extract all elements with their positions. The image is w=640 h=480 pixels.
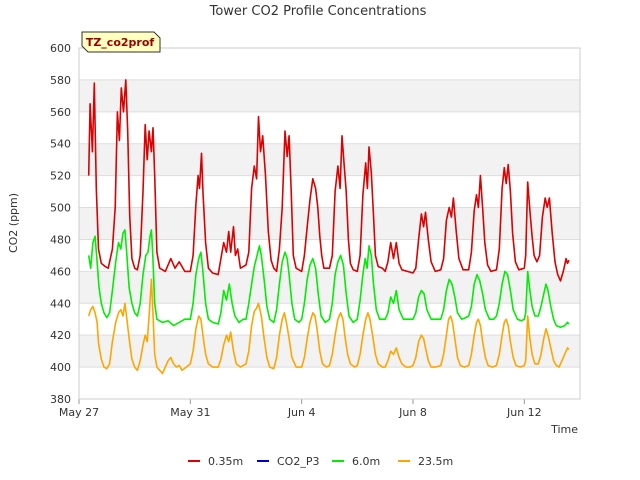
legend-label: 0.35m xyxy=(208,455,243,468)
dataset-badge: TZ_co2prof xyxy=(81,31,161,53)
y-tick-label: 440 xyxy=(50,297,71,310)
x-tick-label: Jun 8 xyxy=(398,406,427,419)
y-tick-label: 540 xyxy=(50,138,71,151)
series-line-23-5m xyxy=(87,278,570,375)
plot-frame xyxy=(78,47,581,400)
badge-label: TZ_co2prof xyxy=(86,36,155,49)
x-tick-label: Jun 12 xyxy=(506,406,542,419)
legend-item: 0.35m xyxy=(188,455,243,468)
legend-item: CO2_P3 xyxy=(257,455,319,468)
background-band xyxy=(79,143,580,176)
legend-label: CO2_P3 xyxy=(277,455,319,468)
badge-shape xyxy=(81,31,161,53)
legend: 0.35m CO2_P3 6.0m 23.5m xyxy=(188,455,453,468)
y-axis-label: CO2 (ppm) xyxy=(7,193,20,253)
legend-label: 23.5m xyxy=(418,455,453,468)
legend-item: 6.0m xyxy=(332,455,380,468)
series-line-0-35m xyxy=(87,79,570,282)
y-tick-label: 420 xyxy=(50,329,71,342)
y-tick-label: 600 xyxy=(50,42,71,55)
y-tick-label: 480 xyxy=(50,233,71,246)
y-tick-label: 560 xyxy=(50,106,71,119)
chart-title: Tower CO2 Profile Concentrations xyxy=(209,4,427,19)
background-band xyxy=(79,79,580,112)
legend-label: 6.0m xyxy=(352,455,380,468)
y-tick-label: 400 xyxy=(50,361,71,374)
y-tick-label: 520 xyxy=(50,170,71,183)
x-tick-label: Jun 4 xyxy=(287,406,316,419)
y-tick-label: 580 xyxy=(50,74,71,87)
y-tick-label: 500 xyxy=(50,202,71,215)
background-band xyxy=(79,207,580,240)
y-tick-label: 380 xyxy=(50,393,71,406)
x-tick-label: May 31 xyxy=(170,406,210,419)
series-lines xyxy=(87,79,570,375)
background-band xyxy=(79,335,580,368)
series-line-6-0m xyxy=(87,229,570,329)
background-band xyxy=(79,271,580,304)
y-axis-ticks: 380 400 420 440 460 480 500 520 540 560 580 600 xyxy=(50,42,71,406)
x-tick-label: May 27 xyxy=(59,406,99,419)
x-axis-ticks: May 27 May 31 Jun 4 Jun 8 Jun 12 xyxy=(59,399,542,419)
y-tick-label: 460 xyxy=(50,265,71,278)
legend-item: 23.5m xyxy=(398,455,453,468)
plot-background-bands xyxy=(79,79,580,368)
x-axis-label: Time xyxy=(550,423,578,436)
